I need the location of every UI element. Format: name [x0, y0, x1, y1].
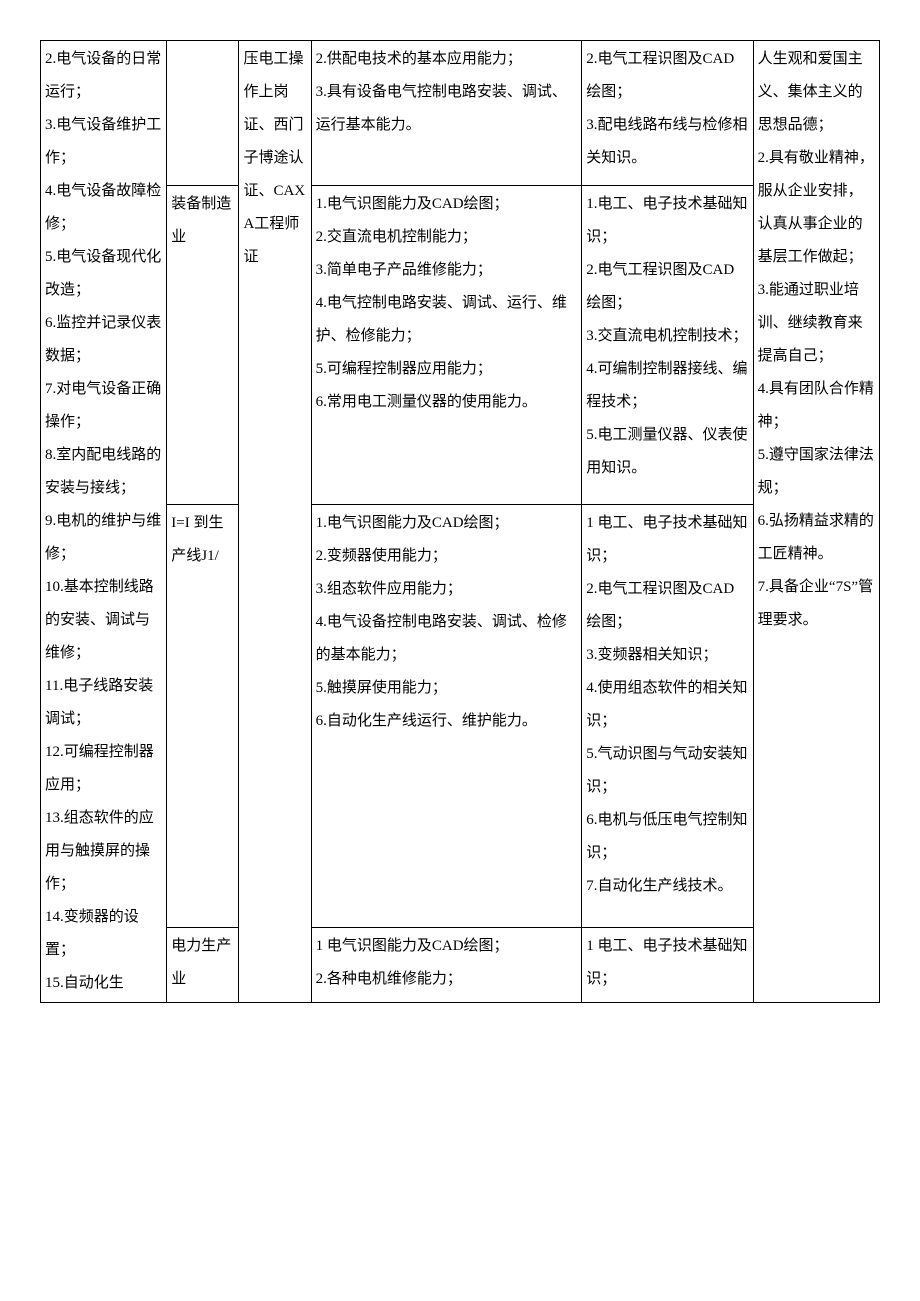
- cell-knowledge-4: 1 电工、电子技术基础知识；: [582, 928, 753, 1003]
- cell-industry-3: I=I 到生产线J1/: [167, 504, 239, 927]
- cell-knowledge-3: 1 电工、电子技术基础知识；2.电气工程识图及CAD绘图；3.变频器相关知识；4…: [582, 504, 753, 927]
- cell-ability-3: 1.电气识图能力及CAD绘图；2.变频器使用能力；3.组态软件应用能力；4.电气…: [311, 504, 582, 927]
- cell-knowledge-2: 1.电工、电子技术基础知识；2.电气工程识图及CAD绘图；3.交直流电机控制技术…: [582, 185, 753, 504]
- cell-knowledge-1: 2.电气工程识图及CAD绘图；3.配电线路布线与检修相关知识。: [582, 41, 753, 186]
- curriculum-table: 2.电气设备的日常运行；3.电气设备维护工作；4.电气设备故障检修；5.电气设备…: [40, 40, 880, 1003]
- cell-ability-2: 1.电气识图能力及CAD绘图；2.交直流电机控制能力；3.简单电子产品维修能力；…: [311, 185, 582, 504]
- cell-industry-4: 电力生产业: [167, 928, 239, 1003]
- cell-quality: 人生观和爱国主义、集体主义的思想品德；2.具有敬业精神，服从企业安排，认真从事企…: [753, 41, 879, 1003]
- cell-industry-1: [167, 41, 239, 186]
- cell-ability-4: 1 电气识图能力及CAD绘图；2.各种电机维修能力；: [311, 928, 582, 1003]
- cell-tasks: 2.电气设备的日常运行；3.电气设备维护工作；4.电气设备故障检修；5.电气设备…: [41, 41, 167, 1003]
- table-row: 2.电气设备的日常运行；3.电气设备维护工作；4.电气设备故障检修；5.电气设备…: [41, 41, 880, 186]
- cell-cert: 压电工操作上岗证、西门子博途认证、CAXA工程师证: [239, 41, 311, 1003]
- cell-ability-1: 2.供配电技术的基本应用能力；3.具有设备电气控制电路安装、调试、运行基本能力。: [311, 41, 582, 186]
- cell-industry-2: 装备制造业: [167, 185, 239, 504]
